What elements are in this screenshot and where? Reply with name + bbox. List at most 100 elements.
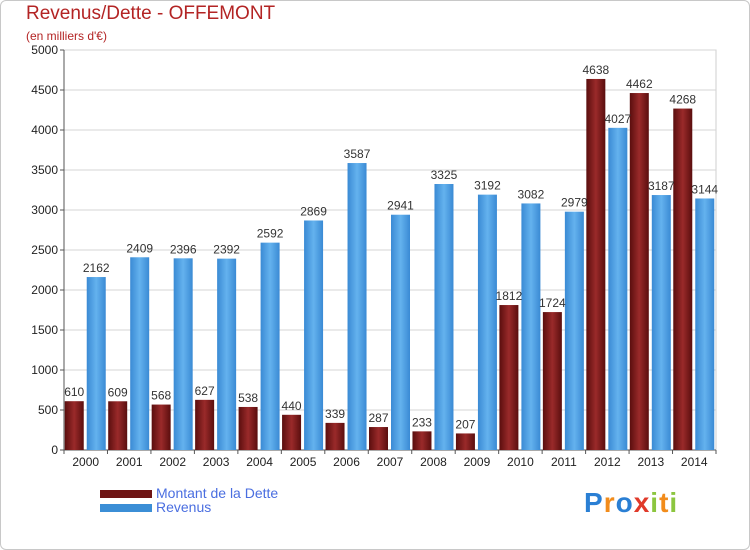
data-label-revenus: 3192 (474, 179, 501, 193)
logo-letter: i (650, 487, 660, 518)
x-tick-label: 2003 (203, 455, 230, 469)
bar-revenus (130, 257, 150, 450)
logo-letter: t (659, 487, 670, 518)
x-tick-label: 2011 (551, 455, 577, 469)
data-label-dette: 1812 (496, 289, 523, 303)
bar-revenus (173, 258, 193, 450)
legend-label-revenus: Revenus (156, 499, 212, 515)
chart-subtitle: (en milliers d'€) (26, 29, 107, 43)
bar-revenus (608, 127, 628, 450)
logo-letter: P (584, 487, 604, 518)
y-tick-label: 4000 (31, 123, 58, 137)
data-label-revenus: 2869 (300, 204, 327, 218)
data-label-dette: 207 (455, 417, 475, 431)
x-tick-label: 2000 (72, 455, 99, 469)
y-tick-label: 2000 (31, 283, 58, 297)
data-label-revenus: 2409 (126, 241, 153, 255)
bar-dette (673, 108, 693, 450)
bar-dette (586, 78, 606, 451)
bar-dette (325, 422, 345, 450)
logo-letter: r (603, 487, 616, 518)
y-tick-label: 3000 (31, 203, 58, 217)
legend-label-dette: Montant de la Dette (156, 485, 279, 501)
chart-title: Revenus/Dette - OFFEMONT (26, 3, 276, 24)
bar-dette (542, 312, 562, 450)
data-label-dette: 339 (325, 407, 345, 421)
data-label-revenus: 3144 (691, 182, 718, 196)
y-tick-label: 4500 (31, 83, 58, 97)
bar-dette (64, 401, 84, 450)
bar-revenus (695, 198, 715, 450)
data-label-revenus: 2941 (387, 199, 414, 213)
x-tick-label: 2014 (681, 455, 708, 469)
bar-revenus (391, 214, 410, 450)
proxiti-logo: Proxiti (584, 487, 678, 519)
data-label-dette: 568 (151, 389, 171, 403)
y-tick-label: 2500 (31, 243, 58, 257)
x-tick-label: 2010 (507, 455, 534, 469)
data-label-revenus: 2162 (83, 261, 110, 275)
x-tick-label: 2012 (594, 455, 621, 469)
data-label-dette: 287 (368, 411, 388, 425)
data-label-dette: 4638 (582, 63, 609, 77)
y-tick-label: 5000 (31, 43, 58, 57)
bar-revenus (434, 184, 454, 450)
bar-dette (282, 414, 302, 450)
grid-lines (63, 49, 717, 451)
y-tick-label: 0 (51, 443, 58, 457)
x-tick-label: 2006 (333, 455, 360, 469)
data-label-dette: 627 (195, 384, 215, 398)
bar-revenus (217, 258, 237, 450)
data-label-revenus: 4027 (604, 112, 631, 126)
data-label-dette: 440 (282, 399, 302, 413)
data-label-dette: 1724 (539, 296, 566, 310)
bar-revenus (651, 195, 671, 450)
bar-dette (238, 406, 258, 450)
bar-dette (499, 305, 519, 450)
data-label-dette: 610 (64, 385, 84, 399)
data-labels: 610 2162 609 2409 568 2396 627 2392 538 2592 440 28… (64, 63, 718, 431)
data-label-dette: 538 (238, 391, 258, 405)
data-label-revenus: 2979 (561, 196, 588, 210)
bar-dette (195, 399, 215, 450)
x-tick-label: 2002 (159, 455, 186, 469)
x-tick-label: 2008 (420, 455, 447, 469)
legend-swatch-dette (100, 490, 152, 498)
x-tick-label: 2004 (246, 455, 273, 469)
data-label-dette: 233 (412, 415, 432, 429)
data-label-dette: 4462 (626, 77, 653, 91)
bars (64, 78, 715, 451)
data-label-revenus: 3325 (431, 168, 458, 182)
x-tick-label: 2001 (116, 455, 143, 469)
bar-revenus (347, 163, 367, 451)
x-tick-label: 2009 (464, 455, 491, 469)
bar-revenus (564, 211, 584, 450)
bar-dette (629, 93, 649, 450)
x-tick-label: 2013 (637, 455, 664, 469)
bar-dette (108, 401, 128, 450)
bar-revenus (86, 277, 106, 450)
bar-revenus (304, 220, 324, 450)
data-label-revenus: 3082 (518, 187, 545, 201)
axes: 0 500 1000 1500 2000 2500 3000 3500 4000 4500 5000… (31, 43, 717, 469)
data-label-revenus: 2392 (213, 243, 240, 257)
x-tick-label: 2005 (290, 455, 317, 469)
bar-dette (369, 427, 388, 450)
logo-letter: o (615, 487, 634, 518)
bar-dette (151, 404, 171, 450)
bar-revenus (521, 203, 541, 450)
legend-swatch-revenus (100, 504, 152, 512)
bar-dette (455, 433, 475, 450)
data-label-dette: 4268 (669, 93, 696, 107)
bar-dette (412, 431, 432, 450)
logo-letter: i (669, 487, 679, 518)
data-label-revenus: 2592 (257, 227, 284, 241)
data-label-revenus: 3587 (344, 147, 371, 161)
y-tick-label: 1000 (31, 363, 58, 377)
y-tick-label: 3500 (31, 163, 58, 177)
x-tick-label: 2007 (377, 455, 404, 469)
y-tick-label: 1500 (31, 323, 58, 337)
bar-revenus (260, 242, 280, 450)
bar-revenus (477, 194, 497, 450)
